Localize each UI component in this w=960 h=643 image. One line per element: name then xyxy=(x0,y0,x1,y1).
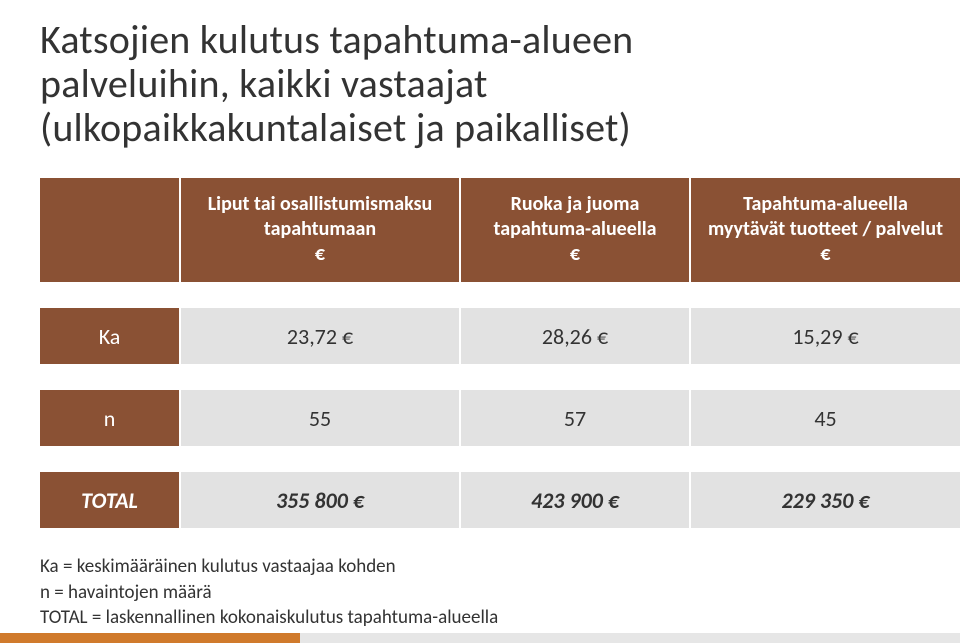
row-label-ka: Ka xyxy=(40,308,180,364)
title-line-3: (ulkopaikkakuntalaiset ja paikalliset) xyxy=(40,103,631,152)
header-text: tapahtumaan xyxy=(264,217,376,241)
header-cell-products: Tapahtuma-alueella myytävät tuotteet / p… xyxy=(690,178,960,282)
spacer-row xyxy=(40,446,960,472)
slide-page: Katsojien kulutus tapahtuma-alueen palve… xyxy=(0,0,960,643)
table-header-row: Liput tai osallistumismaksu tapahtumaan … xyxy=(40,178,960,282)
cell-total-tickets: 355 800 € xyxy=(180,472,460,528)
header-cell-tickets: Liput tai osallistumismaksu tapahtumaan … xyxy=(180,178,460,282)
cell-n-food: 57 xyxy=(460,390,690,446)
page-title: Katsojien kulutus tapahtuma-alueen palve… xyxy=(40,18,920,150)
data-table: Liput tai osallistumismaksu tapahtumaan … xyxy=(40,178,960,528)
footer-accent-segment xyxy=(0,633,300,643)
header-text: Liput tai osallistumismaksu xyxy=(208,192,433,216)
header-text: € xyxy=(315,242,325,266)
header-text: Tapahtuma-alueella xyxy=(743,192,908,216)
header-cell-food: Ruoka ja juoma tapahtuma-alueella € xyxy=(460,178,690,282)
table-total-row: TOTAL 355 800 € 423 900 € 229 350 € xyxy=(40,472,960,528)
footer-track-segment xyxy=(300,633,960,643)
header-text: myytävät tuotteet / palvelut xyxy=(708,217,943,241)
legend-line-n: n = havaintojen määrä xyxy=(40,580,920,606)
header-cell-blank xyxy=(40,178,180,282)
row-label-total: TOTAL xyxy=(40,472,180,528)
cell-ka-food: 28,26 € xyxy=(460,308,690,364)
header-text: € xyxy=(570,242,580,266)
header-text: Ruoka ja juoma xyxy=(511,192,640,216)
table-row: Ka 23,72 € 28,26 € 15,29 € xyxy=(40,308,960,364)
title-line-2: palveluihin, kaikki vastaajat xyxy=(40,59,488,108)
cell-n-tickets: 55 xyxy=(180,390,460,446)
row-label-n: n xyxy=(40,390,180,446)
cell-total-food: 423 900 € xyxy=(460,472,690,528)
header-text: tapahtuma-alueella xyxy=(493,217,656,241)
legend-line-ka: Ka = keskimääräinen kulutus vastaajaa ko… xyxy=(40,554,920,580)
spacer-row xyxy=(40,364,960,390)
cell-ka-tickets: 23,72 € xyxy=(180,308,460,364)
footer-accent-bar xyxy=(0,633,960,643)
cell-n-products: 45 xyxy=(690,390,960,446)
spacer-row xyxy=(40,282,960,308)
table-row: n 55 57 45 xyxy=(40,390,960,446)
legend-line-total: TOTAL = laskennallinen kokonaiskulutus t… xyxy=(40,605,920,631)
title-line-1: Katsojien kulutus tapahtuma-alueen xyxy=(40,15,633,64)
cell-ka-products: 15,29 € xyxy=(690,308,960,364)
cell-total-products: 229 350 € xyxy=(690,472,960,528)
header-text: € xyxy=(820,242,830,266)
legend-block: Ka = keskimääräinen kulutus vastaajaa ko… xyxy=(40,554,920,631)
